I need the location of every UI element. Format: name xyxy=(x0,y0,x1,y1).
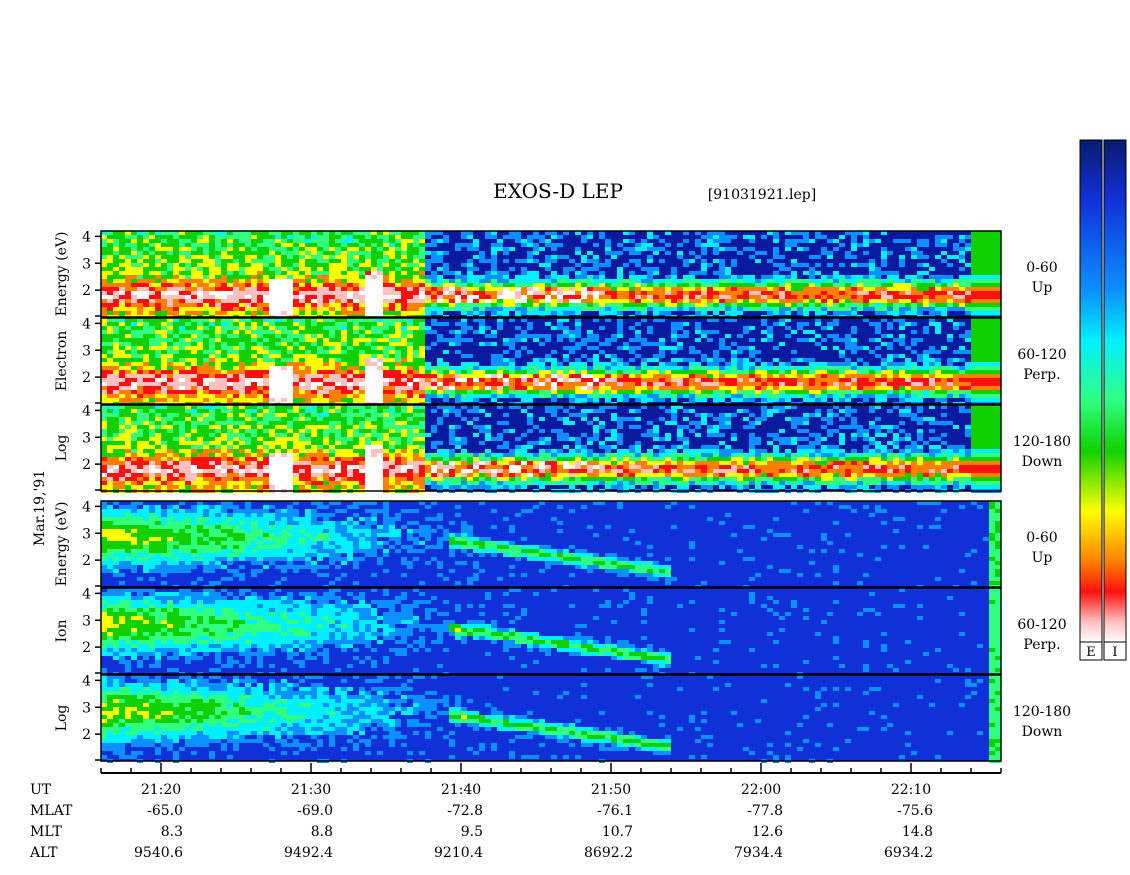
y-tick-label: 3 xyxy=(82,430,91,446)
x-tick-mlt: 10.7 xyxy=(602,824,633,840)
x-tick-mlt: 8.8 xyxy=(311,824,333,840)
x-tick-mlt: 12.6 xyxy=(752,824,783,840)
panel-direction-label: Down xyxy=(1022,724,1063,740)
x-tick-mlat: -77.8 xyxy=(747,803,783,819)
colorbar-I: I xyxy=(1103,139,1127,661)
x-tick-alt: 9540.6 xyxy=(134,845,183,861)
y-tick-label: 4 xyxy=(82,229,91,245)
x-tick-alt: 9210.4 xyxy=(434,845,483,861)
colorbar-E: E xyxy=(1079,139,1103,661)
panel-angle-label: 120-180 xyxy=(1013,434,1071,450)
spectrogram-panels xyxy=(100,230,1002,763)
y-axis-title-word: Log xyxy=(54,705,70,732)
x-tick-mlat: -65.0 xyxy=(147,803,183,819)
panel-angle-label: 60-120 xyxy=(1017,617,1066,633)
side-labels: 0-60 Up 60-120 Perp. 120-180 Down 0-60 Up 60-120… xyxy=(1013,260,1071,740)
panel-ion-2 xyxy=(100,674,1002,763)
date-label: Mar.19,'91 xyxy=(32,470,48,546)
x-tick-mlat: -69.0 xyxy=(297,803,333,819)
y-tick-label: 2 xyxy=(82,457,91,473)
panel-ion-1 xyxy=(100,587,1002,676)
panel-direction-label: Up xyxy=(1032,280,1053,296)
x-tick-alt: 8692.2 xyxy=(584,845,633,861)
x-tick-ut: 21:30 xyxy=(291,782,331,798)
chart-title: EXOS-D LEP xyxy=(493,179,623,203)
y-axis-titles: Log Electron Energy (eV) Log Ion Energy (eV) xyxy=(54,232,70,732)
y-tick-label: 3 xyxy=(82,343,91,359)
panel-direction-label: Perp. xyxy=(1023,367,1060,383)
x-axis: UT MLAT MLT ALT 21:20 -65.0 8.3 9540.6 21:30 -69.… xyxy=(29,763,1002,861)
x-tick-mlt: 9.5 xyxy=(461,824,483,840)
colorbar-gradient xyxy=(1079,139,1103,643)
panel-frame xyxy=(100,674,1002,762)
panel-angle-label: 60-120 xyxy=(1017,347,1066,363)
y-tick-label: 3 xyxy=(82,613,91,629)
colorbar-label-box xyxy=(1079,641,1103,661)
panel-electron-0 xyxy=(100,230,1002,319)
x-tick-ut: 22:10 xyxy=(891,782,931,798)
y-axis-title-word: Log xyxy=(54,435,70,462)
panel-frame xyxy=(100,587,1002,675)
y-tick-label: 2 xyxy=(82,283,91,299)
x-tick-mlt: 8.3 xyxy=(161,824,183,840)
colorbar-label: E xyxy=(1086,645,1096,660)
file-label: [91031921.lep] xyxy=(708,187,816,203)
x-row-label: MLT xyxy=(30,824,62,840)
y-axis-title-word: Electron xyxy=(54,331,70,392)
x-tick-mlt: 14.8 xyxy=(902,824,933,840)
y-tick-label: 3 xyxy=(82,700,91,716)
x-tick-ut: 21:50 xyxy=(591,782,631,798)
x-tick-alt: 6934.2 xyxy=(884,845,933,861)
y-tick-label: 2 xyxy=(82,553,91,569)
y-tick-label: 2 xyxy=(82,727,91,743)
x-tick-alt: 9492.4 xyxy=(284,845,333,861)
y-tick-label: 4 xyxy=(82,586,91,602)
panel-electron-1 xyxy=(100,317,1002,406)
panel-frame xyxy=(100,230,1002,318)
x-row-label: MLAT xyxy=(30,803,73,819)
panel-angle-label: 120-180 xyxy=(1013,704,1071,720)
x-tick-alt: 7934.4 xyxy=(734,845,783,861)
colorbar-label-box xyxy=(1103,641,1127,661)
y-axis-title-word: Energy (eV) xyxy=(54,232,70,317)
x-tick-mlat: -76.1 xyxy=(597,803,633,819)
colorbar-gradient xyxy=(1103,139,1127,643)
y-tick-label: 3 xyxy=(82,256,91,272)
x-tick-ut: 21:40 xyxy=(441,782,481,798)
y-tick-label: 4 xyxy=(82,673,91,689)
x-row-label: ALT xyxy=(29,845,58,861)
panel-frame xyxy=(100,404,1002,492)
colorbar-label: I xyxy=(1112,645,1117,660)
panel-frame xyxy=(100,317,1002,405)
panel-electron-2 xyxy=(100,404,1002,493)
x-tick-mlat: -75.6 xyxy=(897,803,933,819)
y-tick-label: 4 xyxy=(82,499,91,515)
y-axis: 4 3 2 4 3 2 4 3 2 4 3 2 4 3 2 4 3 2 xyxy=(82,229,101,761)
y-tick-label: 4 xyxy=(82,403,91,419)
panel-frame xyxy=(100,500,1002,588)
panel-direction-label: Down xyxy=(1022,454,1063,470)
y-tick-label: 3 xyxy=(82,526,91,542)
y-axis-title-word: Energy (eV) xyxy=(54,502,70,587)
panel-angle-label: 0-60 xyxy=(1026,530,1057,546)
x-tick-ut: 21:20 xyxy=(141,782,181,798)
x-tick-ut: 22:00 xyxy=(741,782,781,798)
x-tick-mlat: -72.8 xyxy=(447,803,483,819)
y-tick-label: 2 xyxy=(82,370,91,386)
panel-direction-label: Perp. xyxy=(1023,637,1060,653)
y-tick-label: 2 xyxy=(82,640,91,656)
y-tick-label: 4 xyxy=(82,316,91,332)
panel-ion-0 xyxy=(100,500,1002,589)
y-axis-title-word: Ion xyxy=(54,620,70,643)
panel-angle-label: 0-60 xyxy=(1026,260,1057,276)
x-row-label: UT xyxy=(30,782,52,798)
panel-direction-label: Up xyxy=(1032,550,1053,566)
